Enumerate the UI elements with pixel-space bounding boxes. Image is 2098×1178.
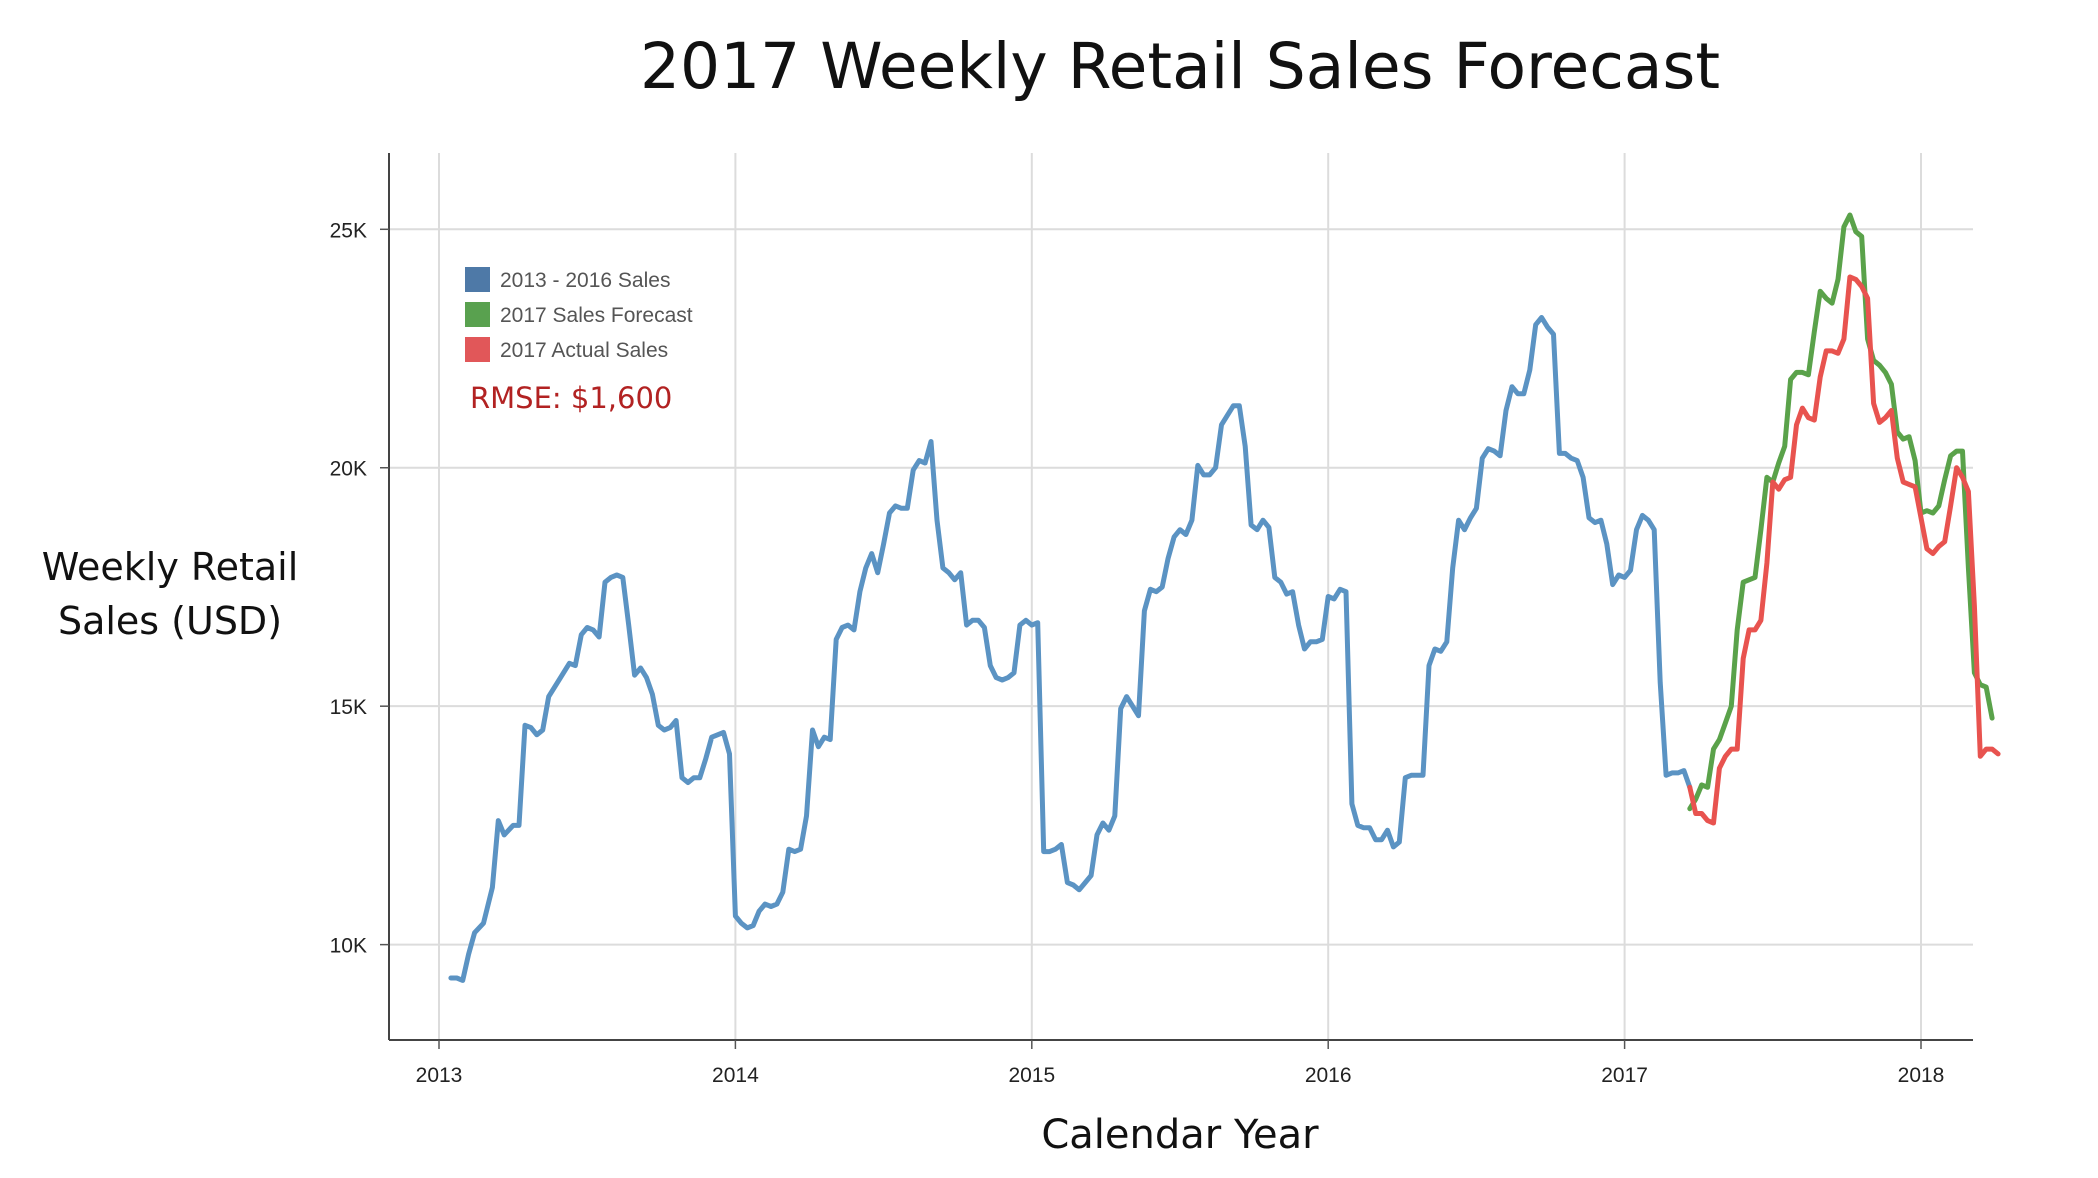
x-tick-label: 2015 <box>1008 1064 1055 1087</box>
series-line-1 <box>448 315 1693 983</box>
chart-title: 2017 Weekly Retail Sales Forecast <box>639 30 1721 103</box>
x-tick-label: 2014 <box>712 1064 759 1087</box>
legend-swatch-3 <box>465 337 490 362</box>
x-axis-title: Calendar Year <box>1041 1112 1319 1158</box>
y-axis-title-line-2: Sales (USD) <box>57 599 283 643</box>
x-tick-label: 2016 <box>1305 1064 1352 1087</box>
axes <box>388 153 1973 1041</box>
legend: 2013 - 2016 Sales 2017 Sales Forecast 2017… <box>465 267 693 362</box>
legend-swatch-2 <box>465 302 490 327</box>
x-tick-label: 2013 <box>416 1064 463 1087</box>
series-line-2 <box>1687 212 1995 812</box>
y-tick-label: 20K <box>330 458 367 481</box>
y-tick-label: 25K <box>330 219 367 242</box>
series-line-3 <box>1687 274 2001 826</box>
y-axis-title: Weekly Retail Sales (USD) <box>20 540 320 648</box>
y-axis-title-line-1: Weekly Retail <box>41 545 299 589</box>
x-axis-ticks: 2013 2014 2015 2016 2017 2018 <box>416 1040 1945 1087</box>
legend-label-1: 2013 - 2016 Sales <box>500 269 670 292</box>
rmse-annotation: RMSE: $1,600 <box>470 381 672 415</box>
legend-label-3: 2017 Actual Sales <box>500 339 668 362</box>
y-tick-label: 15K <box>330 696 367 719</box>
series-lines <box>448 212 2001 983</box>
y-axis-ticks: 10K 15K 20K 25K <box>330 219 389 958</box>
legend-swatch-1 <box>465 267 490 292</box>
y-tick-label: 10K <box>330 935 367 958</box>
legend-label-2: 2017 Sales Forecast <box>500 304 693 327</box>
x-tick-label: 2017 <box>1601 1064 1648 1087</box>
x-tick-label: 2018 <box>1898 1064 1945 1087</box>
